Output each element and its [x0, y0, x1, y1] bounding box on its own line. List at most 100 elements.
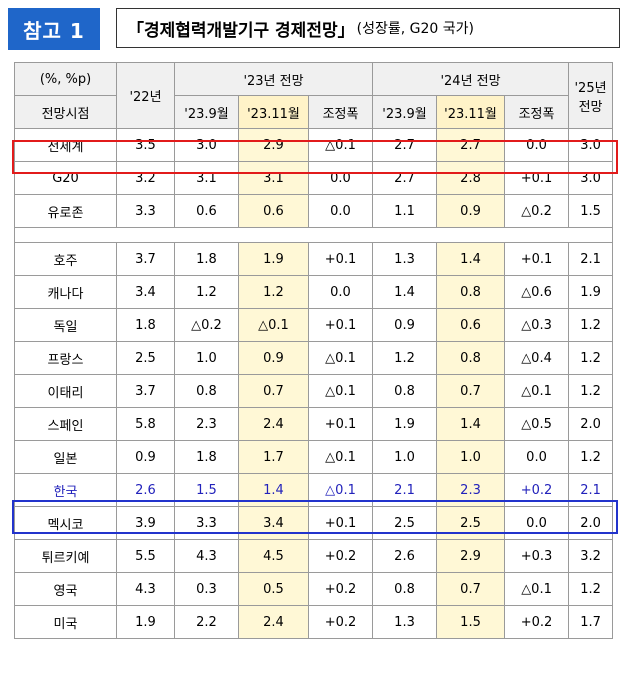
cell-25: 1.7 — [568, 605, 614, 639]
reference-badge: 참고 1 — [8, 8, 100, 50]
row-label: 한국 — [14, 473, 117, 507]
cell-23-sep: 3.3 — [174, 506, 239, 540]
outlook-timing-label: 전망시점 — [14, 95, 117, 129]
cell-23-sep: △0.2 — [174, 308, 239, 342]
col-group-24: '24년 전망 — [372, 62, 570, 96]
cell-24-sep: 2.1 — [372, 473, 438, 507]
page-title: 「경제협력개발기구 경제전망」 — [127, 20, 355, 41]
cell-23-sep: 2.2 — [174, 605, 239, 639]
row-label: 프랑스 — [14, 341, 117, 375]
cell-22: 3.7 — [116, 242, 175, 276]
cell-24-adj: +0.3 — [504, 539, 570, 573]
cell-25: 1.2 — [568, 440, 614, 474]
cell-23-sep: 1.2 — [174, 275, 239, 309]
cell-23-nov: 4.5 — [238, 539, 309, 573]
cell-24-sep: 1.3 — [372, 605, 438, 639]
table-row: 멕시코 3.9 3.3 3.4 +0.1 2.5 2.5 0.0 2.0 — [14, 506, 614, 540]
cell-23-sep: 4.3 — [174, 539, 239, 573]
cell-24-sep: 2.7 — [372, 128, 438, 162]
cell-22: 2.5 — [116, 341, 175, 375]
cell-24-sep: 1.3 — [372, 242, 438, 276]
cell-24-adj: △0.1 — [504, 572, 570, 606]
cell-24-sep: 2.6 — [372, 539, 438, 573]
cell-24-adj: △0.2 — [504, 194, 570, 228]
table-row: 프랑스 2.5 1.0 0.9 △0.1 1.2 0.8 △0.4 1.2 — [14, 341, 614, 375]
cell-24-nov: 0.8 — [436, 275, 506, 309]
cell-23-adj: △0.1 — [307, 341, 374, 375]
cell-24-sep: 2.7 — [372, 161, 438, 195]
table-row: 스페인 5.8 2.3 2.4 +0.1 1.9 1.4 △0.5 2.0 — [14, 407, 614, 441]
cell-25: 1.9 — [568, 275, 614, 309]
col-header-25: '25년 전망 — [568, 62, 614, 129]
cell-25: 1.5 — [568, 194, 614, 228]
cell-25: 1.2 — [568, 572, 614, 606]
cell-23-sep: 0.6 — [174, 194, 239, 228]
cell-23-adj: +0.1 — [307, 308, 374, 342]
cell-22: 2.6 — [116, 473, 175, 507]
row-label: 호주 — [14, 242, 117, 276]
cell-22: 5.8 — [116, 407, 175, 441]
cell-22: 3.2 — [116, 161, 175, 195]
section-gap — [14, 227, 614, 243]
cell-25: 2.0 — [568, 407, 614, 441]
subcol-23-sep: '23.9월 — [174, 95, 239, 129]
cell-24-sep: 2.5 — [372, 506, 438, 540]
cell-24-nov: 2.9 — [436, 539, 506, 573]
row-label: G20 — [14, 161, 117, 195]
table-row: 독일 1.8 △0.2 △0.1 +0.1 0.9 0.6 △0.3 1.2 — [14, 308, 614, 342]
cell-24-sep: 1.9 — [372, 407, 438, 441]
cell-23-adj: 0.0 — [307, 275, 374, 309]
cell-23-nov: 2.4 — [238, 407, 309, 441]
cell-23-sep: 0.3 — [174, 572, 239, 606]
col-header-22: '22년 — [116, 62, 175, 129]
subcol-24-adj: 조정폭 — [504, 95, 570, 129]
cell-23-sep: 2.3 — [174, 407, 239, 441]
cell-25: 3.0 — [568, 161, 614, 195]
row-label: 스페인 — [14, 407, 117, 441]
cell-24-adj: +0.1 — [504, 242, 570, 276]
cell-24-adj: △0.6 — [504, 275, 570, 309]
cell-24-sep: 0.8 — [372, 572, 438, 606]
row-label: 이태리 — [14, 374, 117, 408]
cell-23-adj: +0.2 — [307, 572, 374, 606]
cell-23-adj: △0.1 — [307, 440, 374, 474]
cell-24-adj: +0.1 — [504, 161, 570, 195]
row-label: 독일 — [14, 308, 117, 342]
cell-24-sep: 1.1 — [372, 194, 438, 228]
table-row: 튀르키예 5.5 4.3 4.5 +0.2 2.6 2.9 +0.3 3.2 — [14, 539, 614, 573]
table-row: 이태리 3.7 0.8 0.7 △0.1 0.8 0.7 △0.1 1.2 — [14, 374, 614, 408]
cell-23-nov: 2.9 — [238, 128, 309, 162]
cell-25: 1.2 — [568, 374, 614, 408]
cell-24-sep: 0.8 — [372, 374, 438, 408]
cell-24-adj: 0.0 — [504, 506, 570, 540]
title-box: 「경제협력개발기구 경제전망」 (성장률, G20 국가) — [116, 8, 620, 48]
cell-23-adj: 0.0 — [307, 194, 374, 228]
cell-23-adj: △0.1 — [307, 374, 374, 408]
cell-23-adj: 0.0 — [307, 161, 374, 195]
cell-24-adj: △0.5 — [504, 407, 570, 441]
subcol-23-adj: 조정폭 — [307, 95, 374, 129]
cell-23-sep: 3.1 — [174, 161, 239, 195]
cell-22: 3.7 — [116, 374, 175, 408]
cell-22: 4.3 — [116, 572, 175, 606]
table-row: 캐나다 3.4 1.2 1.2 0.0 1.4 0.8 △0.6 1.9 — [14, 275, 614, 309]
cell-24-nov: 0.7 — [436, 572, 506, 606]
cell-22: 1.8 — [116, 308, 175, 342]
cell-24-adj: +0.2 — [504, 473, 570, 507]
cell-23-adj: △0.1 — [307, 128, 374, 162]
cell-25: 3.2 — [568, 539, 614, 573]
table-row: 미국 1.9 2.2 2.4 +0.2 1.3 1.5 +0.2 1.7 — [14, 605, 614, 639]
cell-24-nov: 1.4 — [436, 407, 506, 441]
cell-23-sep: 1.5 — [174, 473, 239, 507]
subcol-24-nov: '23.11월 — [436, 95, 506, 129]
cell-23-adj: +0.1 — [307, 242, 374, 276]
row-label: 미국 — [14, 605, 117, 639]
cell-24-nov: 1.5 — [436, 605, 506, 639]
cell-24-adj: +0.2 — [504, 605, 570, 639]
cell-24-adj: 0.0 — [504, 440, 570, 474]
col-group-23: '23년 전망 — [173, 62, 374, 96]
cell-23-adj: +0.2 — [307, 605, 374, 639]
row-label: 전세계 — [14, 128, 117, 162]
cell-22: 3.4 — [116, 275, 175, 309]
cell-23-nov: 0.7 — [238, 374, 309, 408]
